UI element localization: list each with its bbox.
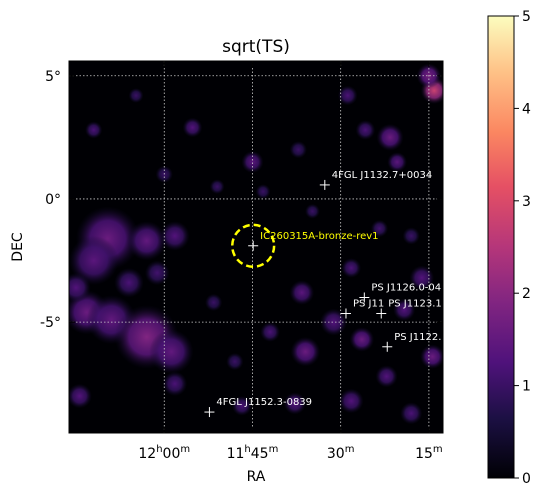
x-tick-label: 15m — [415, 444, 443, 462]
ts-blob — [320, 308, 348, 336]
ts-blob — [289, 141, 307, 159]
ts-emission-layer — [69, 63, 443, 425]
ts-blob — [209, 179, 225, 195]
x-tick-h-unit: h — [244, 444, 250, 455]
ts-blob — [232, 396, 252, 416]
ts-blob — [126, 221, 167, 261]
colorbar-tick-label: 2 — [522, 286, 531, 302]
colorbar-tick-label: 1 — [522, 379, 531, 395]
source-label: 4FGL J1152.3-0839 — [216, 397, 312, 408]
source-label: PS J1122. — [394, 332, 441, 343]
colorbar-tick-label: 4 — [522, 101, 531, 117]
source-label: PS J11 — [353, 299, 384, 310]
source-label: 4FGL J1132.7+0034 — [332, 170, 432, 181]
ts-blob — [290, 336, 321, 367]
y-tick-label: -5° — [40, 315, 61, 331]
ts-blob — [241, 150, 264, 174]
x-tick-minutes: 30 — [327, 446, 345, 462]
ts-blob — [69, 235, 119, 286]
ts-blob — [409, 265, 435, 291]
x-tick-m-unit: m — [345, 444, 355, 455]
ts-blob — [402, 227, 420, 245]
x-tick-minutes: 15 — [415, 446, 433, 462]
x-tick-m-unit: m — [180, 444, 190, 455]
ts-blob — [420, 344, 443, 369]
colorbar-tick-label: 5 — [522, 9, 531, 25]
y-tick-label: 5° — [45, 69, 61, 85]
ts-blob — [69, 383, 92, 409]
ts-blob — [144, 260, 170, 286]
ts-blob — [400, 402, 423, 425]
colorbar-tick-label: 0 — [522, 471, 531, 487]
ts-blob — [375, 365, 398, 388]
source-label: PS J1126.0-04 — [371, 283, 441, 294]
chart-title: sqrt(TS) — [222, 37, 290, 57]
roi-circle — [230, 223, 276, 268]
x-tick-label: 12h00m — [138, 444, 190, 462]
y-tick-label: 0° — [45, 192, 61, 208]
ts-blob — [226, 352, 244, 371]
ts-blob — [393, 298, 416, 321]
x-tick-label: 11h45m — [227, 444, 279, 462]
x-tick-hours: 11 — [227, 446, 245, 462]
x-tick-m-unit: m — [433, 444, 443, 455]
ts-blob — [205, 293, 223, 312]
ts-blob — [114, 267, 144, 298]
source-label: PS J1123.1 — [388, 299, 442, 310]
ts-blob — [69, 272, 91, 303]
ts-blob — [160, 221, 190, 251]
colorbar — [487, 15, 515, 479]
x-axis-label: RA — [247, 469, 266, 485]
ts-blob — [289, 280, 315, 305]
ts-blob — [85, 121, 103, 139]
x-tick-minutes: 00 — [163, 446, 181, 462]
x-tick-m-unit: m — [269, 444, 279, 455]
ts-blob — [337, 85, 358, 106]
ts-blob — [283, 392, 306, 415]
ts-blob — [305, 203, 320, 219]
ts-blob — [255, 184, 271, 199]
coordinate-grid — [69, 61, 443, 433]
ts-blob — [128, 88, 144, 103]
ts-blob — [260, 322, 280, 342]
ts-blob — [387, 152, 407, 172]
x-tick-label: 30m — [327, 444, 355, 462]
y-axis-label: DEC — [10, 232, 26, 262]
plot-frame — [68, 60, 444, 434]
colorbar-tick-label: 3 — [522, 194, 531, 210]
source-markers: 4FGL J1132.7+0034 IC260315A-bronze-rev1 PS… — [204, 170, 442, 418]
ts-blob — [162, 371, 188, 397]
ts-blob — [349, 327, 375, 352]
ts-blob — [370, 219, 389, 238]
ts-blob — [341, 258, 362, 278]
source-label: IC260315A-bronze-rev1 — [260, 231, 378, 242]
x-tick-hours: 12 — [138, 446, 156, 462]
ts-blob — [182, 117, 203, 138]
ts-blob — [149, 329, 194, 374]
ts-blob — [338, 388, 364, 414]
colorbar-ticks: 0 1 2 3 4 5 — [514, 9, 531, 487]
x-tick-h-unit: h — [156, 444, 162, 455]
ts-blob — [376, 123, 404, 151]
x-tick-minutes: 45 — [251, 446, 269, 462]
ts-blob — [355, 120, 376, 140]
